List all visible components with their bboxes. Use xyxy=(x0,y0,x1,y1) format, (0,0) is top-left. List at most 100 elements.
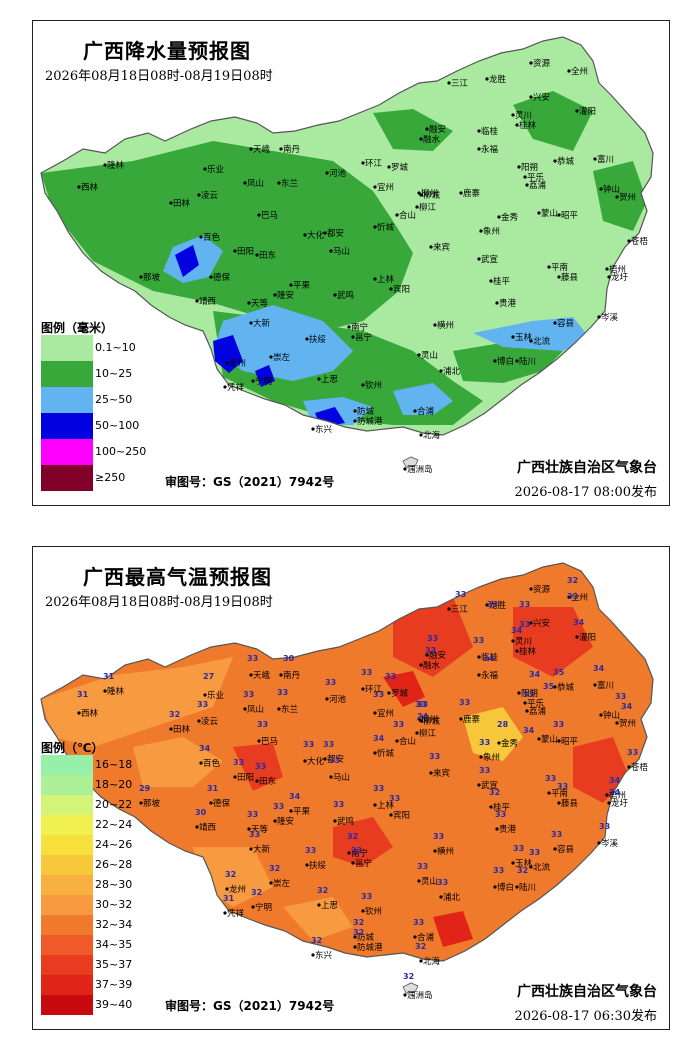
rain-city-label: 隆安 xyxy=(277,290,294,301)
temperature-value-label: 28 xyxy=(497,720,509,729)
temperature-city-label: 宜州 xyxy=(377,708,394,719)
temperature-city-label: 凤山 xyxy=(247,704,264,715)
temperature-city-dot xyxy=(223,911,227,915)
rain-city-dot xyxy=(417,191,421,195)
rain-city-dot xyxy=(599,187,603,191)
temperature-city-label: 鹿寨 xyxy=(463,714,481,725)
temperature-legend-item: 22~24 xyxy=(41,814,132,836)
temperature-city-label: 合山 xyxy=(399,736,416,747)
temperature-city-dot xyxy=(303,759,307,763)
temperature-city-dot xyxy=(497,741,501,745)
rain-legend-swatch xyxy=(41,334,93,362)
temperature-value-label: 33 xyxy=(373,784,384,793)
rain-city-label: 灵川 xyxy=(515,111,532,121)
temperature-value-label: 34 xyxy=(523,726,535,735)
rain-city-label: 邕宁 xyxy=(355,332,372,343)
temperature-city-label: 昭平 xyxy=(561,737,579,747)
rain-legend-item: 25~50 xyxy=(41,386,132,414)
temperature-value-label: 32 xyxy=(353,928,364,937)
rain-city-label: 容县 xyxy=(557,318,575,329)
rain-city-label: 藤县 xyxy=(561,272,579,283)
rain-city-dot xyxy=(557,275,561,279)
temperature-value-label: 33 xyxy=(519,600,530,609)
temperature-legend-swatch xyxy=(41,754,93,776)
rain-city-label: 大新 xyxy=(253,318,271,329)
rain-city-label: 马山 xyxy=(333,246,350,257)
temperature-city-label: 灌阳 xyxy=(579,632,596,643)
temperature-city-label: 河池 xyxy=(329,694,347,705)
rain-city-dot xyxy=(557,213,561,217)
rain-city-label: 凭祥 xyxy=(227,382,245,393)
rain-city-dot xyxy=(615,195,619,199)
temperature-city-dot xyxy=(419,959,423,963)
temperature-legend-label: 32~34 xyxy=(95,918,133,931)
temperature-city-label: 苍梧 xyxy=(631,762,649,773)
temperature-city-dot xyxy=(615,721,619,725)
temperature-city-label: 百色 xyxy=(203,758,221,769)
rain-city-dot xyxy=(247,301,251,305)
rain-city-label: 北流 xyxy=(533,336,551,347)
temperature-value-label: 33 xyxy=(247,654,258,663)
rain-legend-swatch xyxy=(41,386,93,414)
rain-city-label: 融安 xyxy=(429,124,446,135)
rain-city-label: 灵山 xyxy=(421,350,438,361)
rain-city-label: 隆林 xyxy=(107,160,125,171)
rain-city-dot xyxy=(537,211,541,215)
temperature-city-dot xyxy=(233,775,237,779)
rain-city-dot xyxy=(477,147,481,151)
temperature-city-dot xyxy=(169,727,173,731)
rain-city-label: 天等 xyxy=(251,298,269,309)
rain-city-dot xyxy=(413,409,417,413)
temperature-city-dot xyxy=(413,935,417,939)
rain-city-label: 扶绥 xyxy=(309,334,327,345)
temperature-city-dot xyxy=(373,803,377,807)
rain-city-label: 罗城 xyxy=(391,163,409,173)
temperature-value-label: 33 xyxy=(329,756,340,765)
temperature-city-dot xyxy=(387,691,391,695)
rain-city-dot xyxy=(373,277,377,281)
rain-city-label: 巴马 xyxy=(261,211,278,221)
rain-legend-swatch xyxy=(41,464,93,492)
rain-city-label: 钦州 xyxy=(365,380,382,391)
temperature-city-label: 忻城 xyxy=(377,748,395,759)
rain-city-dot xyxy=(209,275,213,279)
temperature-legend-item: 28~30 xyxy=(41,874,132,896)
temperature-legend-item: 34~35 xyxy=(41,934,132,956)
rain-city-label: 钟山 xyxy=(603,184,620,195)
temperature-value-label: 33 xyxy=(333,800,344,809)
temperature-value-label: 31 xyxy=(207,784,219,793)
rain-city-label: 贺州 xyxy=(619,192,636,203)
temperature-city-label: 桂林 xyxy=(519,646,537,657)
temperature-value-label: 29 xyxy=(139,784,151,793)
rain-city-dot xyxy=(329,249,333,253)
temperature-city-dot xyxy=(417,717,421,721)
temperature-city-dot xyxy=(273,819,277,823)
temperature-map: 资源32全州33三江33龙胜33兴安33灵川33桂林34灌阳34融安33融水33… xyxy=(40,562,654,1001)
rain-city-dot xyxy=(495,301,499,305)
rain-city-dot xyxy=(425,127,429,131)
rain-city-dot xyxy=(553,159,557,163)
rain-city-label: 西林 xyxy=(81,182,99,193)
temperature-city-dot xyxy=(333,819,337,823)
temperature-value-label: 34 xyxy=(573,618,585,627)
rain-city-dot xyxy=(233,249,237,253)
rain-city-dot xyxy=(277,181,281,185)
rain-city-label: 上林 xyxy=(377,274,395,285)
rain-city-label: 田东 xyxy=(259,250,276,261)
temperature-value-label: 32 xyxy=(311,936,322,945)
rain-city-label: 陆川 xyxy=(519,356,536,367)
temperature-value-label: 33 xyxy=(197,700,208,709)
temperature-city-label: 凭祥 xyxy=(227,908,245,919)
temperature-value-label: 33 xyxy=(417,700,428,709)
rain-legend-swatch xyxy=(41,438,93,466)
temperature-city-dot xyxy=(311,953,315,957)
temperature-city-dot xyxy=(289,809,293,813)
temperature-city-dot xyxy=(277,707,281,711)
temperature-legend-label: 22~24 xyxy=(95,818,133,831)
rain-city-dot xyxy=(351,335,355,339)
temperature-value-label: 33 xyxy=(473,636,484,645)
temperature-legend-item: 35~37 xyxy=(41,954,132,976)
temperature-value-label: 33 xyxy=(615,692,626,701)
rain-city-label: 东兴 xyxy=(315,424,333,435)
